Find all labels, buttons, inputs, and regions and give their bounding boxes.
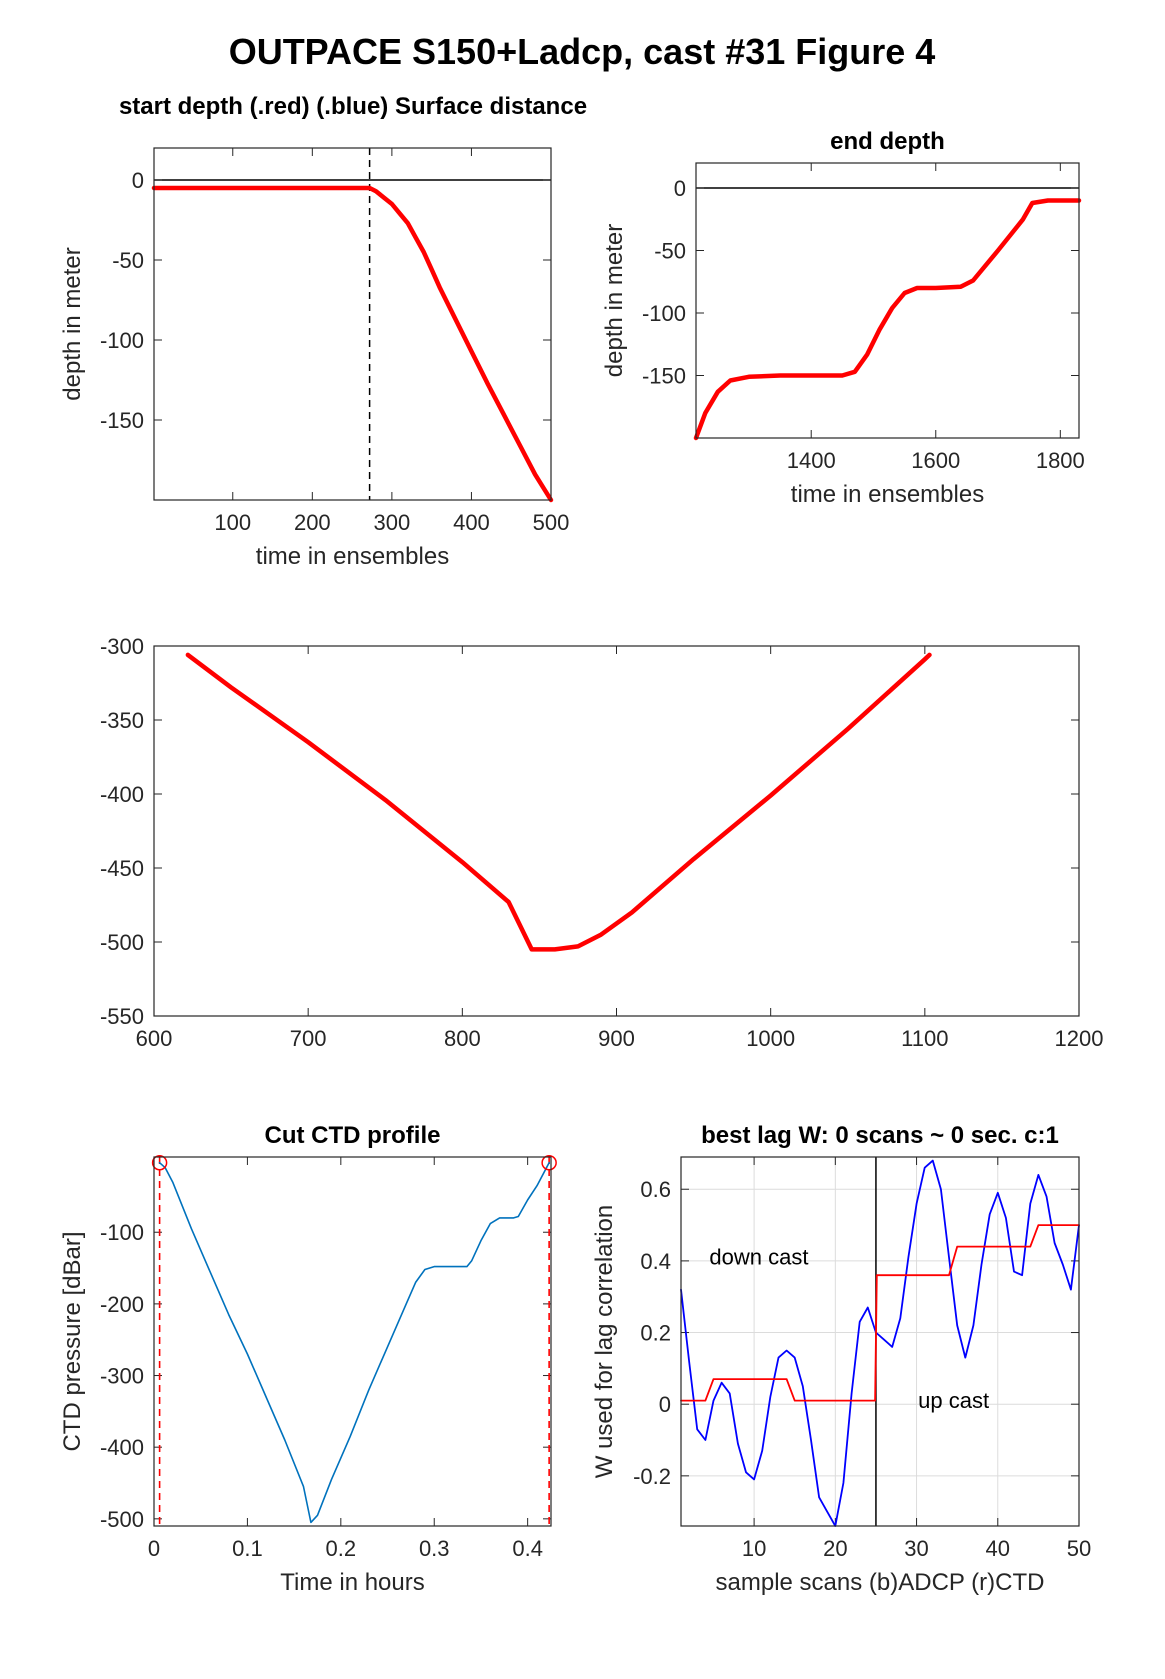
x-tick-label: 1800: [1036, 448, 1085, 473]
y-tick-label: -100: [100, 1220, 144, 1245]
y-axis-label: W used for lag correlation: [591, 1205, 618, 1478]
x-tick-label: 50: [1067, 1536, 1091, 1561]
x-tick-label: 40: [986, 1536, 1010, 1561]
y-axis-label: depth in meter: [59, 247, 86, 400]
x-tick-label: 30: [904, 1536, 928, 1561]
lag-correlation-plot: 10 20 30 40 50 0.6 0.4 0.2 0 -0.2 down cast up cast…: [591, 1122, 1091, 1596]
axes-title: end depth: [830, 128, 945, 155]
x-tick-label: 1000: [746, 1026, 795, 1051]
x-axis-label: time in ensembles: [256, 543, 449, 570]
x-tick-label: 900: [598, 1026, 635, 1051]
series-line-2: [680, 1224, 1080, 1402]
x-tick-label: 10: [742, 1536, 766, 1561]
annotation-up-cast: up cast: [918, 1388, 989, 1413]
y-tick-label: -300: [100, 634, 144, 659]
ctd-profile-plot: 0 0.1 0.2 0.3 0.4 -100 -200 -300 -400 -500 Cut CTD…: [59, 1122, 557, 1596]
y-tick-label: -350: [100, 708, 144, 733]
series-line-1: [151, 185, 554, 503]
y-tick-label: -550: [100, 1004, 144, 1029]
y-tick-label: -450: [100, 856, 144, 881]
x-tick-label: 100: [214, 510, 251, 535]
x-tick-label: 0: [148, 1536, 160, 1561]
y-tick-label: -150: [642, 364, 686, 389]
axes-frame: [680, 1156, 1080, 1527]
series-line-1: [680, 1159, 1080, 1527]
y-tick-label: -50: [112, 248, 144, 273]
y-tick-label: 0: [659, 1392, 671, 1417]
y-tick-label: 0.2: [640, 1321, 671, 1346]
annotation-down-cast: down cast: [709, 1244, 808, 1269]
x-tick-label: 500: [533, 510, 570, 535]
y-tick-label: 0.6: [640, 1177, 671, 1202]
y-axis-label: depth in meter: [601, 224, 628, 377]
y-tick-label: 0: [674, 176, 686, 201]
cut-marker: [541, 1154, 557, 1171]
depth-profile-plot: 600 700 800 900 1000 1100 1200 -300 -350 -400 -450…: [100, 634, 1104, 1051]
y-tick-label: -400: [100, 1435, 144, 1460]
axes-frame: [153, 147, 552, 501]
axes-frame: [153, 645, 1080, 1017]
cut-marker: [151, 1154, 168, 1171]
series-line-1: [158, 1161, 550, 1524]
x-tick-label: 0.4: [512, 1536, 543, 1561]
figure-title: OUTPACE S150+Ladcp, cast #31 Figure 4: [229, 31, 936, 72]
x-axis-label: time in ensembles: [791, 481, 984, 508]
x-tick-label: 800: [444, 1026, 481, 1051]
y-axis-label: CTD pressure [dBar]: [59, 1231, 86, 1451]
x-tick-label: 1600: [911, 448, 960, 473]
x-tick-label: 1400: [787, 448, 836, 473]
axes-frame: [695, 162, 1080, 439]
x-tick-label: 300: [374, 510, 411, 535]
y-tick-label: -200: [100, 1292, 144, 1317]
y-tick-label: -0.2: [633, 1464, 671, 1489]
y-tick-label: -100: [642, 301, 686, 326]
x-tick-label: 600: [136, 1026, 173, 1051]
x-axis-label: sample scans (b)ADCP (r)CTD: [716, 1569, 1045, 1596]
y-tick-label: -150: [100, 408, 144, 433]
x-tick-label: 1100: [901, 1026, 948, 1051]
series-line-1: [185, 652, 932, 952]
axes-title: start depth (.red) (.blue) Surface dista…: [119, 93, 587, 120]
x-tick-label: 0.2: [326, 1536, 357, 1561]
end-depth-plot: 1400 1600 1800 0 -50 -100 -150 end depth time in…: [601, 128, 1085, 508]
axes-frame: [153, 1156, 552, 1527]
y-tick-label: -400: [100, 782, 144, 807]
start-depth-plot: 100 200 300 400 500 0 -50 -100 -150 start depth (…: [59, 93, 587, 570]
y-tick-label: -50: [654, 239, 686, 264]
x-tick-label: 700: [290, 1026, 327, 1051]
y-tick-label: 0.4: [640, 1249, 671, 1274]
x-tick-label: 20: [823, 1536, 847, 1561]
x-tick-label: 0.3: [419, 1536, 450, 1561]
y-tick-label: -500: [100, 1507, 144, 1532]
axes-title: best lag W: 0 scans ~ 0 sec. c:1: [701, 1122, 1059, 1149]
series-line-1: [693, 198, 1082, 441]
y-tick-label: -100: [100, 328, 144, 353]
x-tick-label: 200: [294, 510, 331, 535]
x-tick-label: 400: [453, 510, 490, 535]
x-tick-label: 0.1: [232, 1536, 263, 1561]
x-tick-label: 1200: [1055, 1026, 1104, 1051]
y-tick-label: -500: [100, 930, 144, 955]
y-tick-label: -300: [100, 1364, 144, 1389]
x-axis-label: Time in hours: [280, 1569, 425, 1596]
y-tick-label: 0: [132, 168, 144, 193]
axes-title: Cut CTD profile: [265, 1122, 441, 1149]
